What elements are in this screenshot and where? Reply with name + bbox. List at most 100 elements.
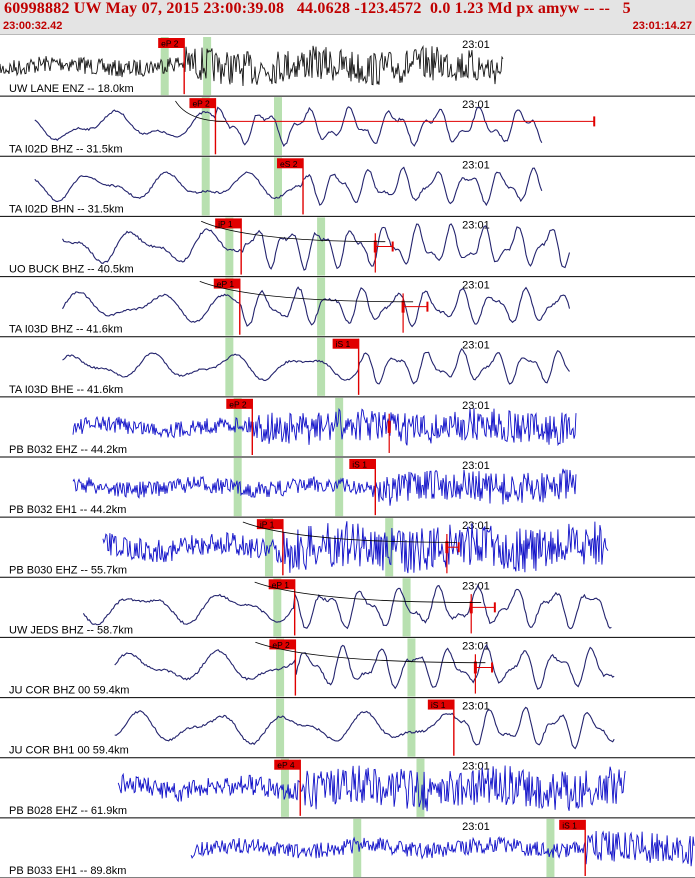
station-label: PB B028 EHZ -- 61.9km (9, 805, 127, 817)
pick-flag (268, 579, 295, 590)
pick-label: eP 2 (161, 39, 179, 49)
coda-pick-mark (387, 420, 391, 433)
coda-decay-curve (175, 100, 226, 122)
analysis-window (407, 698, 416, 757)
analysis-window (353, 818, 362, 877)
waveform (62, 223, 571, 271)
analysis-window (385, 518, 394, 577)
coda-decay-curve (254, 581, 482, 603)
pick-label: eS 2 (280, 159, 298, 169)
pick-flag (349, 459, 376, 469)
time-mark-label: 23:01 (462, 701, 490, 713)
trace-row: 23:01 eS 2 TA I02D BHN -- 31.5km (0, 157, 695, 217)
trace-row: 23:01 eP 1 UW JEDS BHZ -- 58.7km (0, 578, 695, 638)
trace-row: 23:01 iS 1 JU COR BH1 00 59.4km (0, 698, 695, 759)
analysis-window (416, 758, 425, 817)
time-mark-label: 23:01 (462, 340, 490, 352)
analysis-window (407, 638, 416, 697)
pick-label: iP 1 (218, 219, 233, 229)
trace-row: 23:01 eP 1 TA I03D BHZ -- 41.6km (0, 277, 695, 338)
pick-flag (189, 98, 216, 109)
waveform (62, 347, 570, 385)
time-mark-label: 23:01 (462, 159, 490, 171)
time-mark-label: 23:01 (462, 640, 490, 652)
station-label: TA I02D BHN -- 31.5km (9, 203, 124, 215)
pick-flag (332, 338, 359, 349)
waveform (114, 643, 615, 690)
time-mark-label: 23:01 (462, 280, 490, 292)
analysis-window (203, 37, 212, 96)
trace-row: 23:01 eP 2 JU COR BHZ 00 59.4km (0, 638, 695, 699)
pick-label: iS 1 (336, 339, 351, 349)
waveform (117, 765, 626, 812)
pick-flag (226, 398, 253, 409)
waveform (34, 166, 543, 207)
coda-decay-curve (199, 281, 414, 303)
pick-label: iS 1 (562, 820, 577, 830)
pick-flag (277, 158, 304, 169)
analysis-window (225, 217, 234, 276)
pick-flag (256, 519, 283, 530)
station-label: PB B032 EHZ -- 44.2km (9, 444, 127, 456)
event-header: 60998882 UW May 07, 2015 23:00:39.08 44.… (0, 0, 695, 35)
analysis-window (335, 397, 344, 456)
waveform (72, 468, 577, 506)
trace-row: 23:01 iS 1 PB B032 EH1 -- 44.2km (0, 458, 695, 518)
coda-decay-curve (255, 641, 486, 664)
waveform (82, 584, 612, 630)
time-mark-label: 23:01 (462, 39, 490, 51)
station-label: PB B033 EH1 -- 89.8km (9, 865, 126, 877)
time-mark-label: 23:01 (462, 99, 490, 111)
pick-flag (427, 699, 454, 710)
station-label: TA I03D BHE -- 41.6km (9, 384, 123, 396)
analysis-window (276, 698, 285, 757)
waveform (0, 44, 504, 87)
pick-flag (559, 819, 586, 830)
station-label: UW JEDS BHZ -- 58.7km (9, 624, 133, 636)
waveform (114, 706, 615, 750)
waveform (34, 106, 543, 147)
start-time: 23:00:32.42 (3, 20, 63, 32)
pick-label: iP 1 (260, 520, 275, 530)
pick-label: eP 1 (217, 279, 235, 289)
analysis-window (546, 818, 555, 877)
event-title: 60998882 UW May 07, 2015 23:00:39.08 44.… (4, 0, 631, 17)
pick-label: eP 1 (272, 580, 290, 590)
pick-flag (274, 759, 301, 770)
coda-decay-curve (201, 220, 386, 243)
pick-label: iS 1 (352, 460, 367, 470)
analysis-window (274, 157, 282, 216)
trace-row: 23:01 iS 1 TA I03D BHE -- 41.6km (0, 337, 695, 398)
analysis-window (317, 277, 326, 336)
pick-flag (158, 38, 185, 48)
analysis-window (317, 217, 326, 276)
pick-label: iS 1 (431, 700, 446, 710)
pick-label: eP 2 (192, 99, 210, 109)
waveform (72, 407, 577, 447)
trace-row: 23:01 eP 2 UW LANE ENZ -- 18.0km (0, 37, 695, 97)
waveform (62, 286, 571, 328)
time-mark-label: 23:01 (462, 520, 490, 532)
waveform (102, 521, 609, 574)
pick-flag (213, 278, 240, 289)
analysis-window (264, 518, 273, 577)
pick-flag (215, 218, 242, 229)
end-time: 23:01:14.27 (632, 20, 692, 32)
station-label: UW LANE ENZ -- 18.0km (9, 83, 134, 95)
station-label: PB B030 EHZ -- 55.7km (9, 564, 127, 576)
coda-decay-curve (242, 521, 457, 543)
time-mark-label: 23:01 (462, 761, 490, 773)
time-mark-label: 23:01 (462, 460, 490, 472)
analysis-window (225, 277, 234, 336)
analysis-window (335, 458, 344, 517)
analysis-window (201, 157, 210, 216)
trace-row: 23:01 iS 1 PB B033 EH1 -- 89.8km (0, 818, 695, 878)
station-label: TA I02D BHZ -- 31.5km (9, 143, 123, 155)
pick-flag (269, 639, 296, 650)
station-label: PB B032 EH1 -- 44.2km (9, 504, 126, 516)
analysis-window (280, 758, 289, 817)
seismogram-panel[interactable]: 23:01 eP 2 UW LANE ENZ -- 18.0km 23:01 eP 2 T… (0, 36, 695, 878)
trace-row: 23:01 iP 1 PB B030 EHZ -- 55.7km (0, 518, 695, 578)
analysis-window (317, 337, 326, 396)
